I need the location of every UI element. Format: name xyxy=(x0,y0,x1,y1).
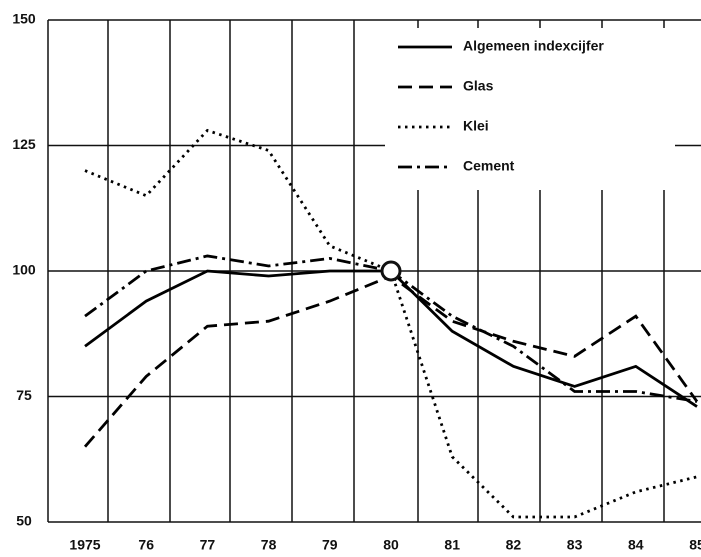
legend: Algemeen indexcijfer Glas Klei Cement xyxy=(385,28,675,190)
x-tick-label: 84 xyxy=(628,537,644,553)
series-line xyxy=(84,269,698,408)
y-tick-label: 150 xyxy=(12,11,36,27)
x-tick-label: 80 xyxy=(383,537,399,553)
x-tick-label: 82 xyxy=(506,537,522,553)
legend-box xyxy=(385,28,675,190)
y-tick-label: 100 xyxy=(12,262,36,278)
legend-label: Glas xyxy=(463,78,494,94)
x-tick-label: 81 xyxy=(444,537,460,553)
x-tick-label: 85 xyxy=(689,537,701,553)
legend-label: Algemeen indexcijfer xyxy=(463,38,604,54)
y-tick-label: 50 xyxy=(16,513,32,529)
y-tick-label: 125 xyxy=(12,136,36,152)
legend-label: Cement xyxy=(463,158,515,174)
x-tick-label: 79 xyxy=(322,537,338,553)
x-tick-label: 78 xyxy=(261,537,277,553)
y-tick-label: 75 xyxy=(16,387,32,403)
x-tick-label: 77 xyxy=(200,537,216,553)
legend-label: Klei xyxy=(463,118,489,134)
x-tick-label: 1975 xyxy=(69,537,100,553)
series-line xyxy=(83,274,699,448)
base-marker xyxy=(380,260,402,282)
x-tick-label: 83 xyxy=(567,537,583,553)
x-tick-label: 76 xyxy=(138,537,154,553)
